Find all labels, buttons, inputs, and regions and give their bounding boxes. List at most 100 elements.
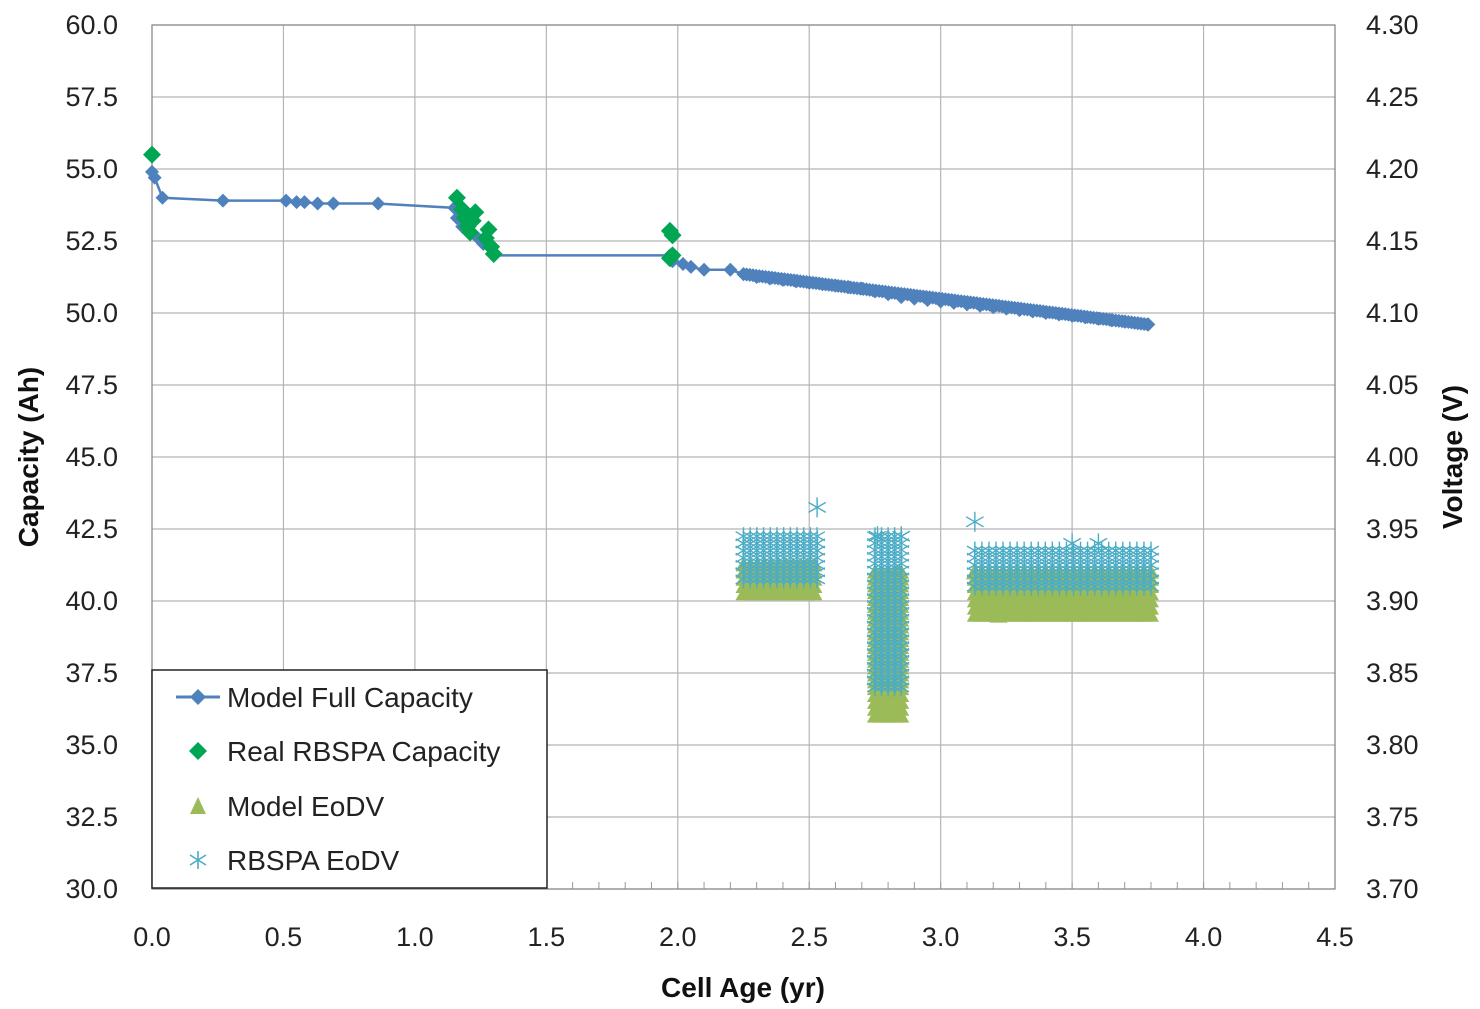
legend: Model Full Capacity Real RBSPA Capacity … [151, 669, 548, 889]
data-point [1049, 599, 1068, 616]
data-point [808, 497, 827, 518]
y-right-tick-label: 3.70 [1366, 874, 1419, 904]
y-axis-right-ticks: 3.70 3.75 3.80 3.85 3.90 3.95 4.00 4.05 4.10 4.15… [1366, 10, 1419, 904]
x-tick-label: 0.5 [265, 922, 303, 952]
legend-item-model-full-capacity: Model Full Capacity [176, 682, 473, 713]
data-point [1015, 577, 1033, 596]
x-tick-label: 1.0 [396, 922, 434, 952]
data-point [1063, 533, 1082, 554]
data-point [892, 526, 911, 547]
data-point [1001, 577, 1019, 596]
data-point [1142, 607, 1159, 622]
data-point [1135, 577, 1153, 596]
plot-area-border [151, 24, 1336, 890]
data-point [1023, 577, 1040, 596]
y-left-tick-label: 32.5 [65, 802, 118, 832]
data-point [289, 195, 304, 210]
data-point [980, 577, 998, 596]
legend-diamond-icon [190, 689, 206, 705]
legend-item-model-eodv: Model EoDV [190, 791, 385, 822]
y-right-tick-label: 3.80 [1366, 730, 1419, 760]
y-left-tick-label: 30.0 [65, 874, 118, 904]
data-point [683, 259, 698, 274]
legend-asterisk-icon [189, 851, 207, 869]
legend-label: Model EoDV [227, 791, 385, 822]
y-right-tick-label: 4.10 [1366, 298, 1419, 328]
data-point [1037, 577, 1054, 596]
data-point [215, 193, 230, 208]
y-right-tick-label: 4.30 [1366, 10, 1419, 40]
data-point [1058, 577, 1075, 596]
data-point [371, 196, 386, 211]
data-point [279, 193, 294, 208]
data-point [1140, 317, 1155, 332]
x-axis-title: Cell Age (yr) [661, 972, 825, 1003]
y-left-tick-label: 45.0 [65, 442, 118, 472]
y-left-tick-label: 60.0 [65, 10, 118, 40]
data-point [143, 145, 161, 164]
data-point [1030, 577, 1047, 596]
data-point [868, 526, 887, 547]
data-point [697, 262, 712, 277]
data-point [893, 678, 910, 697]
y-left-tick-label: 40.0 [65, 586, 118, 616]
y-left-tick-label: 50.0 [65, 298, 118, 328]
data-point [326, 196, 341, 211]
x-tick-label: 0.0 [133, 922, 171, 952]
y-left-tick-label: 42.5 [65, 514, 118, 544]
data-point [1008, 577, 1026, 596]
y-axis-left-title: Capacity (Ah) [13, 367, 44, 547]
data-point [735, 570, 752, 589]
x-tick-label: 2.5 [790, 922, 828, 952]
data-point [748, 570, 766, 589]
data-point [994, 577, 1012, 596]
y-left-tick-label: 52.5 [65, 226, 118, 256]
data-point [147, 170, 162, 185]
series-rbspa-eodv [735, 497, 1160, 697]
data-point [1044, 577, 1061, 596]
y-right-tick-label: 3.75 [1366, 802, 1419, 832]
data-point [1093, 577, 1110, 596]
data-point [808, 570, 826, 589]
legend-label: Model Full Capacity [227, 682, 473, 713]
data-point [1142, 577, 1160, 596]
y-left-tick-label: 47.5 [65, 370, 118, 400]
data-point [762, 570, 779, 589]
data-point [310, 196, 325, 211]
data-point [723, 262, 738, 277]
series-real-rbspa-capacity [143, 145, 682, 268]
data-point [879, 698, 898, 715]
y-right-tick-label: 4.15 [1366, 226, 1419, 256]
data-point [1128, 577, 1146, 596]
data-point [660, 249, 679, 268]
legend-box [151, 669, 548, 889]
legend-diamond-icon [189, 742, 207, 760]
y-left-tick-label: 35.0 [65, 730, 118, 760]
x-tick-label: 2.0 [659, 922, 697, 952]
data-point [297, 195, 312, 210]
data-point [479, 220, 498, 239]
data-point [755, 570, 772, 589]
y-axis-right-title: Voltage (V) [1437, 385, 1468, 529]
legend-label: Real RBSPA Capacity [227, 736, 500, 767]
data-point [1079, 577, 1096, 596]
data-point [893, 708, 910, 723]
y-right-tick-label: 4.00 [1366, 442, 1419, 472]
y-right-tick-label: 3.85 [1366, 658, 1419, 688]
data-point [788, 570, 806, 589]
data-point [966, 577, 984, 596]
x-tick-label: 1.5 [528, 922, 566, 952]
data-point [795, 570, 812, 589]
data-point [484, 244, 503, 263]
legend-label: RBSPA EoDV [227, 845, 400, 876]
x-tick-label: 3.0 [922, 922, 960, 952]
y-right-tick-label: 4.05 [1366, 370, 1419, 400]
data-point [1100, 577, 1117, 596]
data-point [806, 585, 823, 601]
y-axis-left-ticks: 30.0 32.5 35.0 37.5 40.0 42.5 45.0 47.5 50.0 52.5… [65, 10, 118, 904]
data-point [965, 511, 984, 532]
data-point [989, 606, 1008, 623]
data-point [973, 577, 991, 596]
y-left-tick-label: 57.5 [65, 82, 118, 112]
y-right-tick-label: 4.20 [1366, 154, 1419, 184]
